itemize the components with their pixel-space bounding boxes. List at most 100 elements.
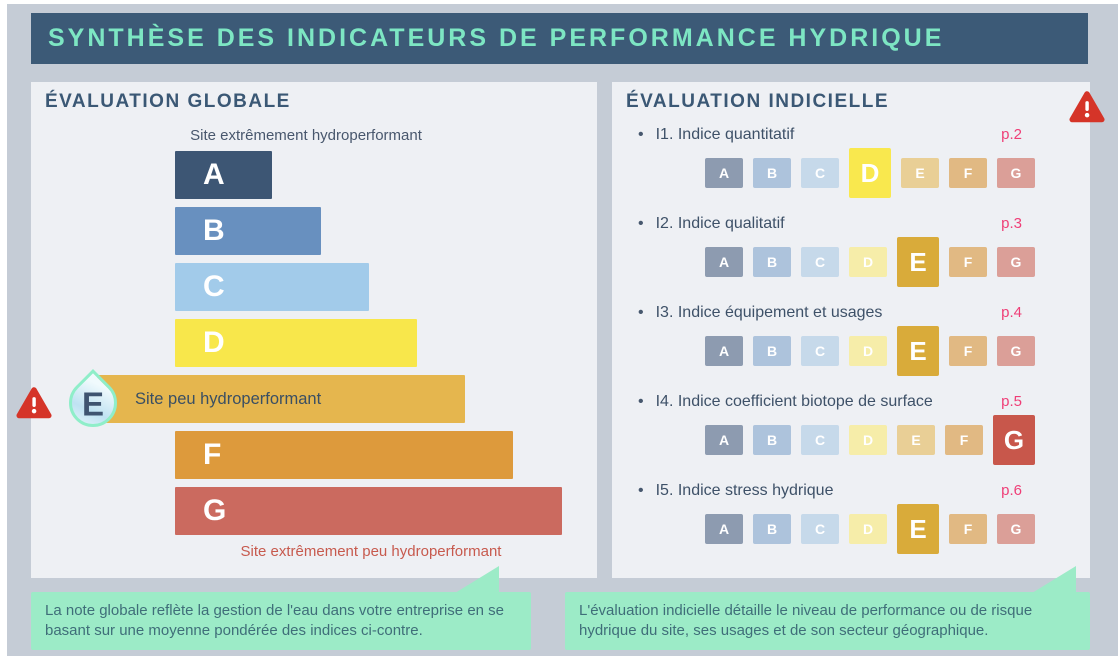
warning-icon [1069, 90, 1105, 123]
grade-chip: D [849, 336, 887, 366]
grade-bar: E Site peu hydroperformant [59, 369, 465, 437]
grade-bar-row: A [175, 151, 562, 199]
grade-chip: C [801, 514, 839, 544]
grade-chip: G [997, 514, 1035, 544]
index-row: • I2. Indice qualitatif p.3 A B C D E F G [612, 215, 1090, 287]
global-evaluation-panel: ÉVALUATION GLOBALE Site extrêmement hydr… [31, 82, 597, 578]
index-label-line: • I3. Indice équipement et usages p.4 [638, 304, 1022, 322]
index-row: • I1. Indice quantitatif p.2 A B C D E F G [612, 126, 1090, 198]
index-row: • I3. Indice équipement et usages p.4 A B C D E… [612, 304, 1090, 376]
grade-chip: B [753, 247, 791, 277]
grade-chip: D [849, 425, 887, 455]
grade-chip: A [705, 247, 743, 277]
grade-chip-selected: E [897, 504, 939, 554]
grade-bar: F [175, 431, 513, 479]
current-grade-letter: E [81, 385, 104, 423]
grade-bar: C [175, 263, 369, 311]
grade-chip: F [949, 514, 987, 544]
grade-bar-letter: C [203, 270, 225, 303]
grade-bar-row: D [175, 319, 562, 367]
grade-chip: C [801, 158, 839, 188]
water-drop-badge: E [59, 369, 127, 437]
grade-chip: E [897, 425, 935, 455]
index-label: I3. Indice équipement et usages [655, 304, 883, 321]
current-grade-label: Site peu hydroperformant [135, 389, 322, 408]
warning-icon [16, 386, 52, 419]
bullet-icon: • [638, 482, 644, 499]
grade-chip: G [997, 247, 1035, 277]
index-rows: • I1. Indice quantitatif p.2 A B C D E F G • I2. In… [612, 126, 1090, 571]
grade-chip: G [997, 158, 1035, 188]
grade-bar-letter: D [203, 326, 225, 359]
grade-chip: A [705, 336, 743, 366]
page-reference[interactable]: p.3 [1001, 215, 1022, 232]
grade-chip: F [949, 158, 987, 188]
grade-chip: D [849, 247, 887, 277]
grade-chip: F [945, 425, 983, 455]
grade-chip-selected: E [897, 237, 939, 287]
index-label-line: • I4. Indice coefficient biotope de surfa… [638, 393, 1022, 411]
grade-bar: G [175, 487, 562, 535]
index-note: L'évaluation indicielle détaille le nive… [565, 592, 1090, 650]
index-row: • I4. Indice coefficient biotope de surfa… [612, 393, 1090, 465]
grade-chip: D [849, 514, 887, 544]
worst-grade-caption: Site extrêmement peu hydroperformant [240, 543, 502, 560]
grade-bar-row: F [175, 431, 562, 479]
page-reference[interactable]: p.5 [1001, 393, 1022, 410]
grade-bar: D [175, 319, 417, 367]
grade-chip-selected: D [849, 148, 891, 198]
best-grade-caption: Site extrêmement hydroperformant [190, 127, 422, 144]
index-label-line: • I2. Indice qualitatif p.3 [638, 215, 1022, 233]
index-label: I2. Indice qualitatif [655, 215, 785, 232]
page-reference[interactable]: p.4 [1001, 304, 1022, 321]
grade-chip: G [997, 336, 1035, 366]
bullet-icon: • [638, 126, 644, 143]
index-panel-heading: ÉVALUATION INDICIELLE [626, 91, 890, 112]
grade-chip: A [705, 514, 743, 544]
grade-chip: F [949, 336, 987, 366]
grade-chip: C [801, 425, 839, 455]
grade-bar-row: G [175, 487, 562, 535]
grade-bar-letter: G [203, 494, 227, 527]
grade-chip-selected: G [993, 415, 1035, 465]
grade-bars: A B C D E Site peu hydroperformant F G [59, 151, 562, 543]
grade-chip: B [753, 514, 791, 544]
index-label: I5. Indice stress hydrique [655, 482, 834, 499]
grade-chip: C [801, 336, 839, 366]
page-reference[interactable]: p.2 [1001, 126, 1022, 143]
index-row: • I5. Indice stress hydrique p.6 A B C D E F G [612, 482, 1090, 554]
grade-chip: A [705, 425, 743, 455]
grade-chip: B [753, 425, 791, 455]
grade-chip: E [901, 158, 939, 188]
grade-chip: F [949, 247, 987, 277]
grade-bar-letter: A [203, 158, 225, 191]
grade-bar: B [175, 207, 321, 255]
grade-bar-letter: B [203, 214, 225, 247]
grade-chip: C [801, 247, 839, 277]
grade-bar-row: B [175, 207, 562, 255]
grade-chip: B [753, 158, 791, 188]
index-label: I4. Indice coefficient biotope de surfac… [655, 393, 933, 410]
grade-bar-row: C [175, 263, 562, 311]
index-label-line: • I1. Indice quantitatif p.2 [638, 126, 1022, 144]
page-title: SYNTHÈSE DES INDICATEURS DE PERFORMANCE … [48, 24, 945, 52]
index-label: I1. Indice quantitatif [655, 126, 795, 143]
bullet-icon: • [638, 215, 644, 232]
global-panel-heading: ÉVALUATION GLOBALE [45, 91, 291, 112]
grade-chip: B [753, 336, 791, 366]
index-label-line: • I5. Indice stress hydrique p.6 [638, 482, 1022, 500]
bullet-icon: • [638, 304, 644, 321]
grade-chip: A [705, 158, 743, 188]
bullet-icon: • [638, 393, 644, 410]
page-reference[interactable]: p.6 [1001, 482, 1022, 499]
grade-bar-letter: F [203, 438, 222, 471]
grade-chip-selected: E [897, 326, 939, 376]
index-evaluation-panel: ÉVALUATION INDICIELLE • I1. Indice quanti… [612, 82, 1105, 578]
grade-bar-row: E Site peu hydroperformant [59, 369, 562, 437]
